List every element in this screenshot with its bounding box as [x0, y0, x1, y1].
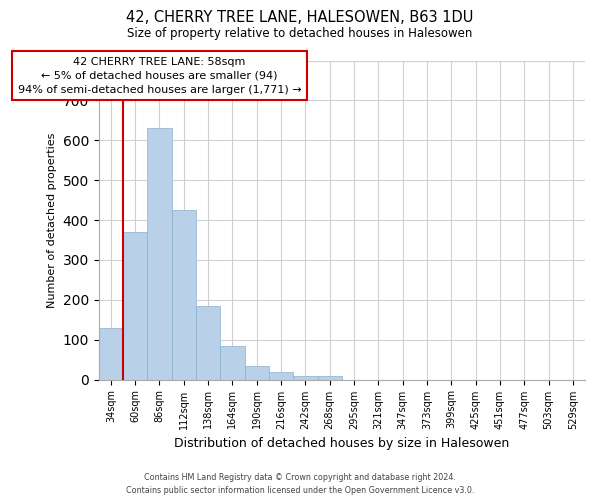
Bar: [196, 306, 220, 380]
Bar: [220, 346, 245, 380]
Text: Size of property relative to detached houses in Halesowen: Size of property relative to detached ho…: [127, 28, 473, 40]
Text: Contains HM Land Registry data © Crown copyright and database right 2024.
Contai: Contains HM Land Registry data © Crown c…: [126, 474, 474, 495]
Bar: [123, 232, 148, 380]
Bar: [98, 328, 123, 380]
Bar: [317, 376, 342, 380]
Bar: [269, 372, 293, 380]
Bar: [148, 128, 172, 380]
Text: 42, CHERRY TREE LANE, HALESOWEN, B63 1DU: 42, CHERRY TREE LANE, HALESOWEN, B63 1DU: [127, 10, 473, 25]
Bar: [245, 366, 269, 380]
Bar: [293, 376, 317, 380]
Text: 42 CHERRY TREE LANE: 58sqm
← 5% of detached houses are smaller (94)
94% of semi-: 42 CHERRY TREE LANE: 58sqm ← 5% of detac…: [17, 56, 301, 94]
X-axis label: Distribution of detached houses by size in Halesowen: Distribution of detached houses by size …: [174, 437, 509, 450]
Y-axis label: Number of detached properties: Number of detached properties: [47, 132, 57, 308]
Bar: [172, 210, 196, 380]
